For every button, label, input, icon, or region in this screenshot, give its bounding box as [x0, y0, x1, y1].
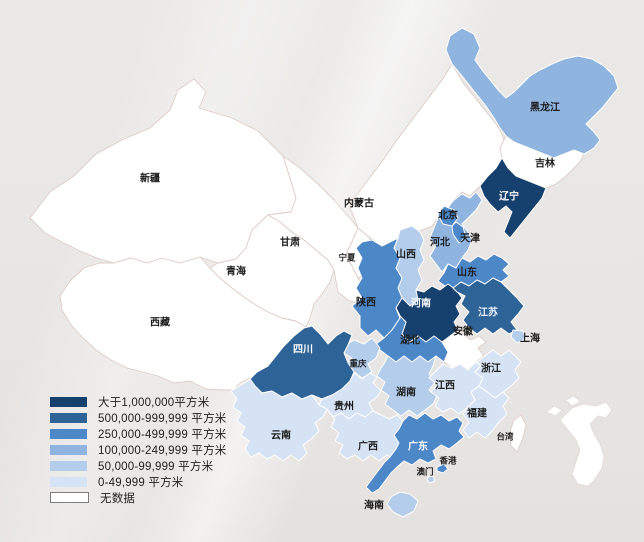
islands-shape	[559, 401, 613, 487]
province-zhejiang-region[interactable]	[474, 349, 522, 399]
province-fujian-region[interactable]	[462, 385, 510, 439]
legend-label-cat3: 250,000-499,999 平方米	[98, 428, 227, 441]
legend-label-cat1: 大于1,000,000平方米	[98, 396, 210, 409]
province-shanghai-region[interactable]	[510, 329, 527, 344]
province-shaanxi-region[interactable]	[351, 237, 403, 339]
legend-swatch-cat3	[50, 428, 87, 439]
province-heilongjiang-region[interactable]	[445, 27, 619, 159]
province-tianjin-region[interactable]	[451, 221, 467, 244]
legend-swatch-cat1	[50, 396, 87, 407]
legend-row-1: 大于1,000,000平方米	[50, 396, 226, 409]
province-hunan-region[interactable]	[376, 355, 438, 417]
province-jiangsu-region[interactable]	[452, 277, 525, 335]
province-liaoning-region[interactable]	[479, 157, 547, 239]
legend-row-2: 500,000-999,999 平方米	[50, 412, 227, 425]
province-hongkong-label: 香港	[438, 455, 457, 465]
legend-swatch-cat5	[50, 460, 87, 471]
legend-row-4: 100,000-249,999 平方米	[50, 444, 227, 457]
legend-row-5: 50,000-99,999 平方米	[50, 460, 226, 473]
legend-label-cat4: 100,000-249,999 平方米	[98, 444, 227, 457]
province-aomen-region[interactable]	[426, 475, 436, 484]
province-gansu-region[interactable]	[267, 155, 369, 305]
province-hainan-region[interactable]	[386, 491, 419, 518]
province-aomen-label: 澳门	[416, 466, 433, 476]
legend-swatch-cat2	[50, 412, 87, 423]
province-hainan-label: 海南	[364, 499, 384, 512]
legend-label-cat2: 500,000-999,999 平方米	[98, 412, 227, 425]
islet-shape-1	[545, 405, 563, 417]
legend-row-6: 0-49,999 平方米	[50, 476, 226, 489]
legend-label-no-data: 无数据	[100, 492, 136, 505]
islet-shape-2	[565, 395, 581, 407]
province-guangdong-region[interactable]	[365, 412, 465, 494]
legend: 大于1,000,000平方米 500,000-999,999 平方米 250,0…	[50, 396, 227, 505]
legend-swatch-no-data	[50, 492, 89, 503]
province-qinghai-region[interactable]	[209, 214, 335, 328]
legend-label-cat5: 50,000-99,999 平方米	[98, 460, 214, 473]
province-yunnan-region[interactable]	[230, 378, 328, 462]
legend-label-cat6: 0-49,999 平方米	[98, 476, 184, 489]
province-taiwan-region[interactable]	[509, 414, 527, 453]
legend-swatch-cat6	[50, 476, 87, 487]
legend-row-3: 250,000-499,999 平方米	[50, 428, 227, 441]
legend-swatch-cat4	[50, 444, 87, 455]
province-hongkong-region[interactable]	[436, 463, 449, 474]
legend-row-7: 无数据	[50, 492, 226, 505]
